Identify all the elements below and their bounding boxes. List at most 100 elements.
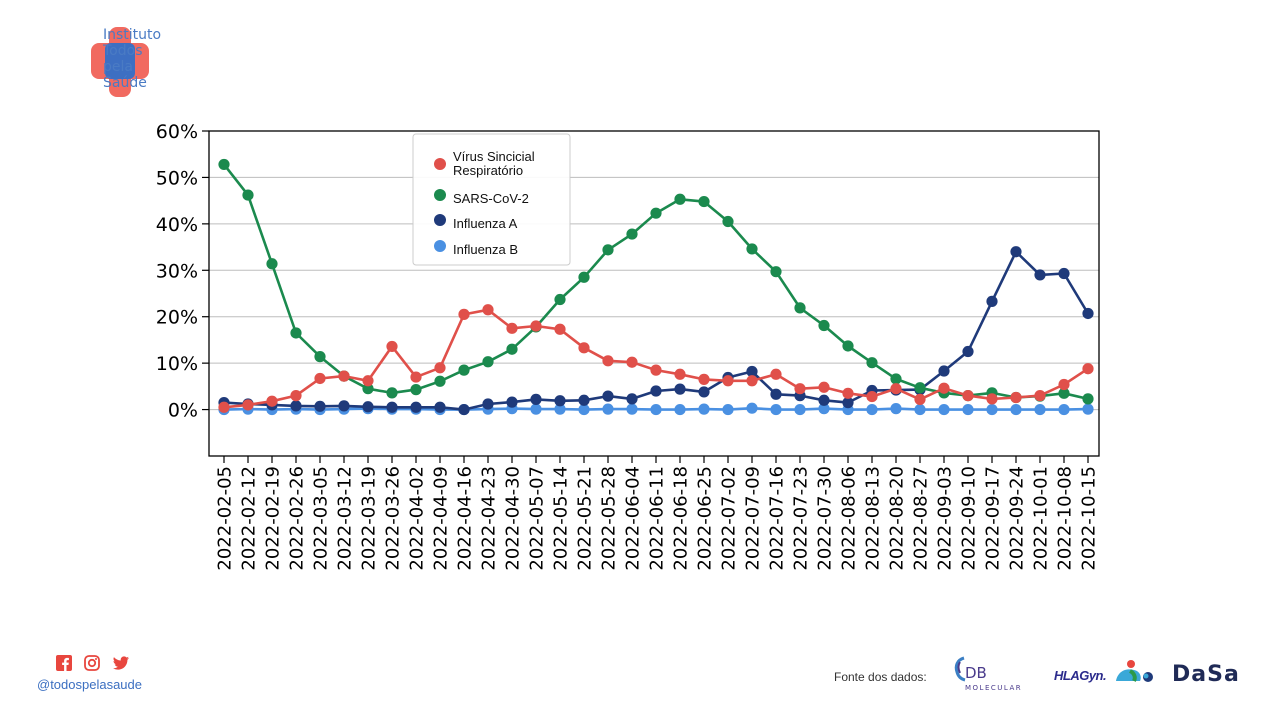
data-point [962, 403, 974, 416]
series-line [222, 163, 1089, 401]
legend-label: Influenza B [453, 242, 518, 257]
instagram-icon[interactable] [84, 655, 100, 671]
data-point [458, 364, 470, 376]
x-tick-label: 2022-08-27 [911, 466, 932, 571]
data-point [218, 158, 230, 171]
legend-label: Influenza A [453, 216, 518, 231]
facebook-icon[interactable] [56, 655, 72, 671]
data-point [938, 403, 950, 416]
data-point [290, 327, 302, 339]
legend-label: Respiratório [453, 163, 523, 178]
data-point [554, 323, 566, 335]
data-point [722, 403, 734, 416]
data-point [602, 390, 614, 402]
brand-line: Todos [103, 43, 143, 59]
data-point [1082, 307, 1094, 320]
data-point [458, 403, 470, 416]
data-point [890, 373, 902, 385]
x-tick-label: 2022-07-23 [791, 466, 812, 571]
data-point [1034, 403, 1046, 416]
twitter-icon[interactable] [112, 655, 130, 671]
data-point [290, 400, 302, 412]
data-point [338, 370, 350, 382]
data-point [794, 302, 806, 314]
data-point [722, 375, 734, 387]
data-point [1082, 393, 1094, 405]
data-point [386, 387, 398, 399]
data-point [770, 388, 782, 400]
x-tick-label: 2022-07-30 [815, 466, 836, 571]
data-point [1082, 363, 1094, 375]
data-point [890, 383, 902, 395]
x-tick-label: 2022-10-01 [1031, 466, 1052, 571]
x-tick-label: 2022-07-02 [719, 466, 740, 571]
data-point [602, 355, 614, 367]
x-tick-label: 2022-05-14 [551, 466, 572, 571]
data-point [746, 243, 758, 255]
data-point [1034, 269, 1046, 281]
data-point [530, 403, 542, 415]
data-point [506, 322, 518, 334]
x-tick-label: 2022-06-18 [671, 466, 692, 571]
data-point [866, 390, 878, 403]
x-tick-label: 2022-05-21 [575, 466, 596, 571]
data-point [794, 383, 806, 395]
data-point [890, 403, 902, 415]
brand-name: Instituto Todos pela Saúde [103, 27, 161, 91]
data-point [578, 342, 590, 354]
brand-line: Instituto [103, 27, 162, 43]
data-point [650, 385, 662, 397]
data-point [410, 371, 422, 383]
data-point [1034, 390, 1046, 402]
legend-label: Vírus Sincicial [453, 149, 535, 164]
social-handle[interactable]: @todospelasaude [37, 677, 142, 692]
data-point [650, 403, 662, 416]
social-links [56, 655, 130, 671]
db-molecular-sub: MOLECULAR [965, 684, 1023, 692]
data-point [410, 401, 422, 413]
data-point [242, 189, 254, 201]
y-tick-label: 20% [156, 307, 198, 329]
x-tick-label: 2022-02-05 [215, 466, 236, 571]
data-point [794, 403, 806, 416]
data-point [578, 403, 590, 416]
data-point [314, 372, 326, 385]
x-tick-label: 2022-07-16 [767, 466, 788, 571]
data-point [626, 403, 638, 415]
x-tick-label: 2022-08-20 [887, 466, 908, 571]
data-point [554, 403, 566, 415]
data-point [770, 403, 782, 416]
data-point [674, 383, 686, 395]
x-tick-label: 2022-04-02 [407, 466, 428, 571]
data-point [1082, 403, 1094, 415]
x-tick-label: 2022-04-09 [431, 466, 452, 571]
x-tick-label: 2022-07-09 [743, 466, 764, 571]
db-molecular-name: DB [965, 664, 987, 682]
data-point [554, 395, 566, 407]
data-point [626, 228, 638, 240]
data-point [266, 395, 278, 407]
brand-logo [91, 27, 149, 97]
data-point [698, 403, 710, 415]
data-point [506, 396, 518, 408]
data-point [362, 383, 374, 395]
data-point [938, 365, 950, 377]
data-point [338, 400, 350, 412]
data-point [530, 393, 542, 405]
data-point [578, 394, 590, 406]
data-point [1058, 378, 1070, 391]
y-tick-label: 0% [168, 400, 198, 422]
x-tick-label: 2022-04-16 [455, 466, 476, 571]
hlagyn-figure-icon [1116, 660, 1153, 682]
y-tick-label: 50% [156, 167, 198, 189]
x-tick-label: 2022-09-17 [983, 466, 1004, 571]
data-point [506, 343, 518, 355]
x-tick-label: 2022-02-19 [263, 466, 284, 571]
x-tick-label: 2022-03-26 [383, 466, 404, 571]
data-point [650, 207, 662, 219]
data-point [962, 390, 974, 402]
data-point [290, 390, 302, 402]
data-point [698, 386, 710, 398]
data-point [530, 320, 542, 332]
data-point [770, 266, 782, 278]
